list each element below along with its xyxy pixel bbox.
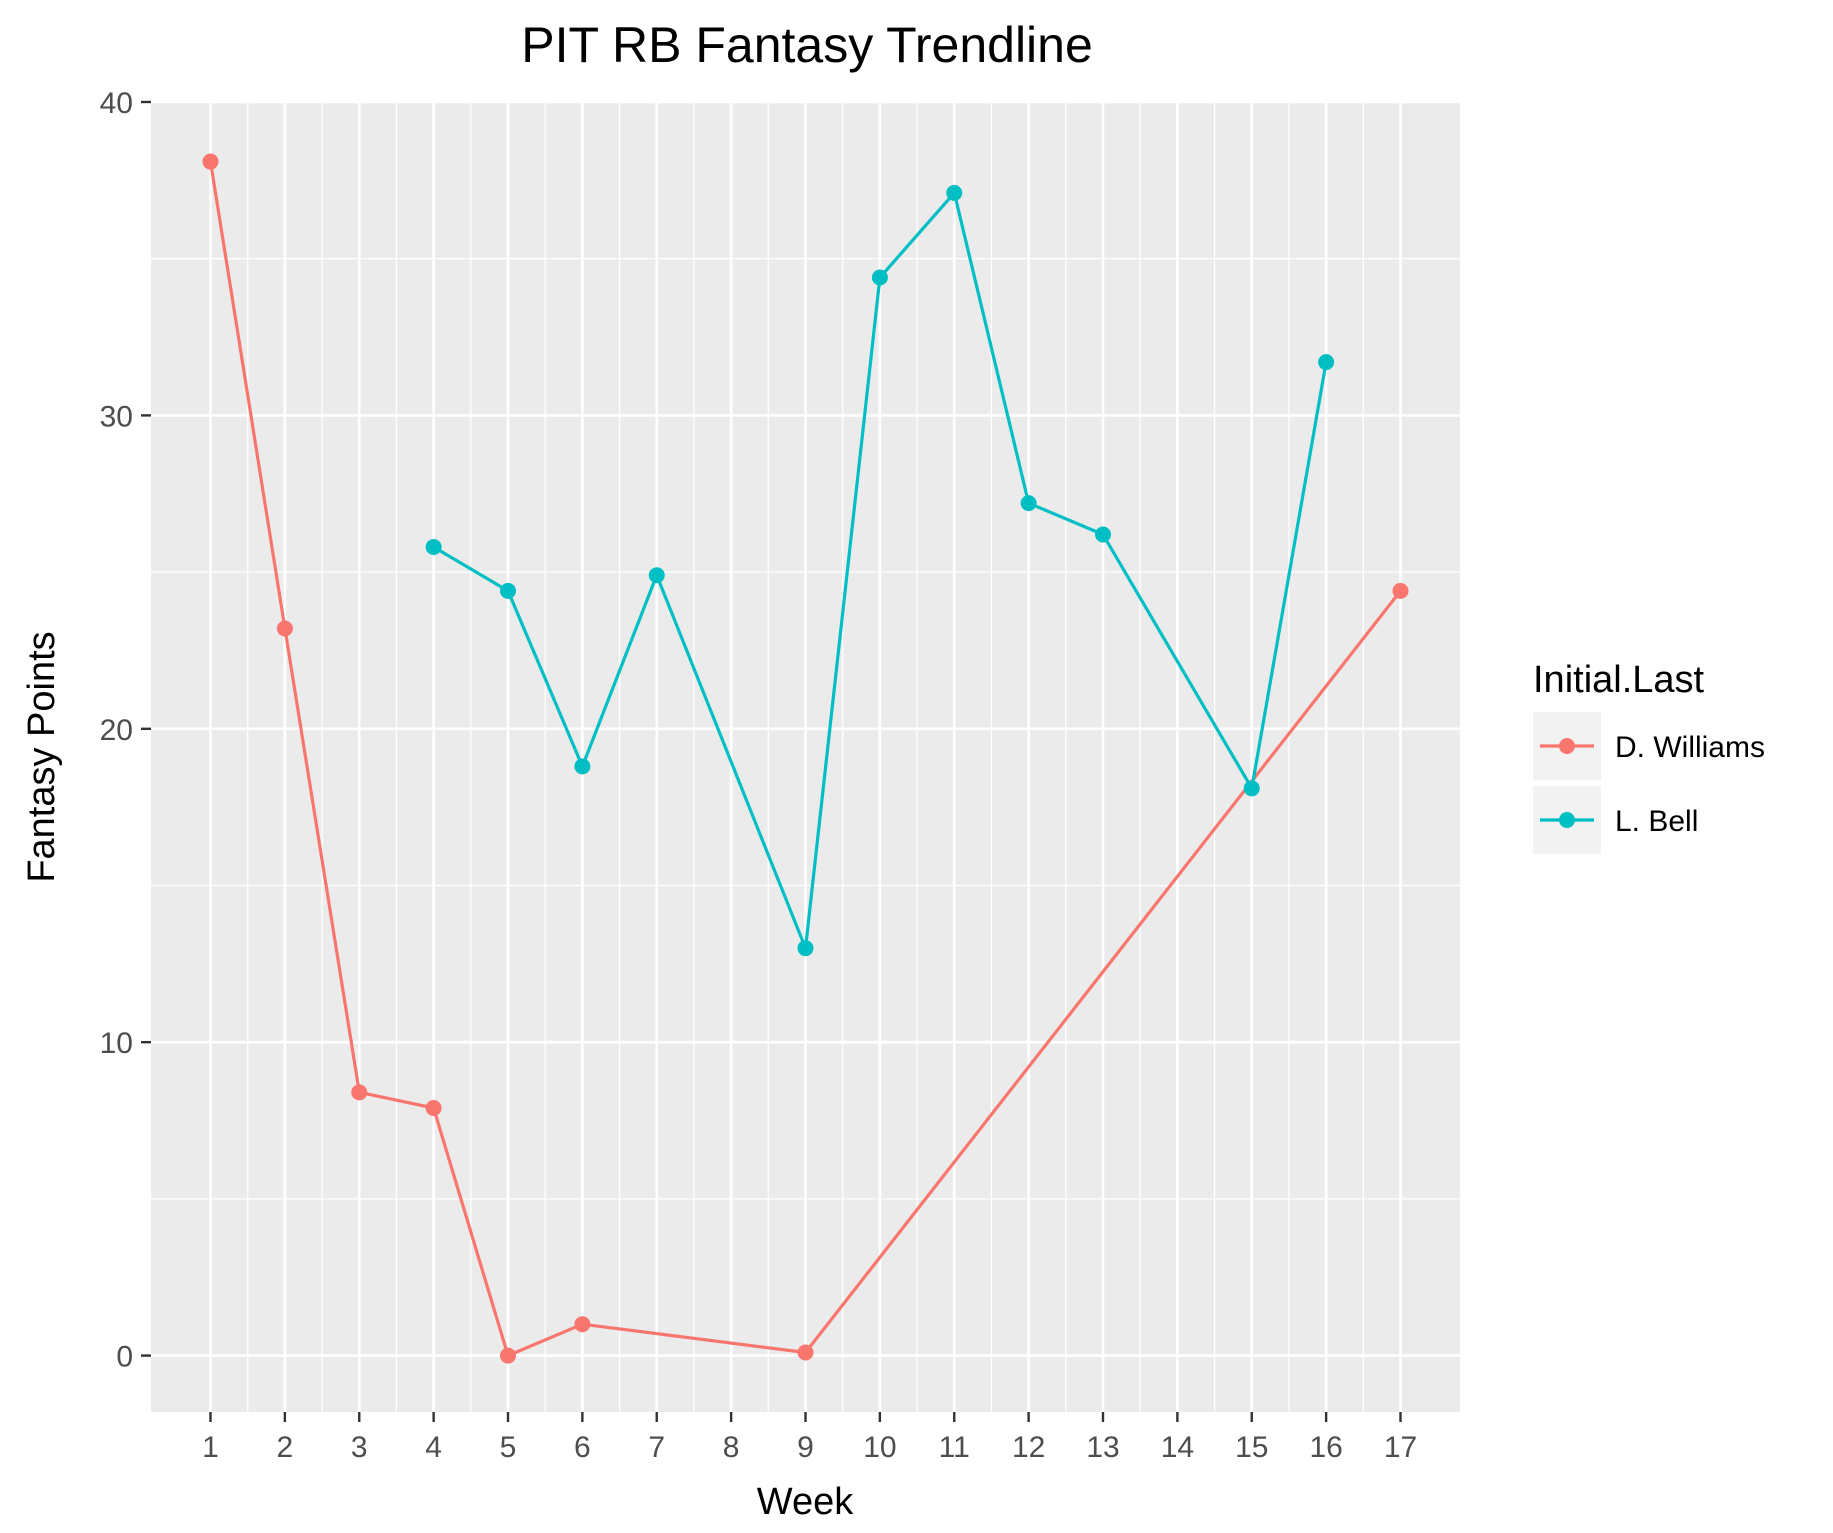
- y-tick-label: 10: [100, 1027, 133, 1060]
- legend-key-point: [1559, 812, 1575, 828]
- data-point-d-williams: [425, 1100, 442, 1117]
- data-point-l-bell: [1318, 354, 1335, 371]
- data-point-l-bell: [871, 269, 888, 286]
- data-point-d-williams: [202, 153, 219, 170]
- x-tick-label: 5: [500, 1431, 517, 1464]
- legend-item-d-williams: D. Williams: [1533, 712, 1765, 780]
- y-tick-label: 0: [116, 1341, 133, 1374]
- x-tick-label: 8: [723, 1431, 740, 1464]
- data-point-d-williams: [276, 620, 293, 637]
- data-point-d-williams: [500, 1347, 516, 1364]
- x-tick-label: 7: [648, 1431, 665, 1464]
- data-point-l-bell: [1020, 495, 1037, 512]
- data-point-d-williams: [574, 1316, 591, 1333]
- data-point-l-bell: [425, 539, 442, 556]
- minor-gridlines: [151, 102, 1460, 1412]
- data-point-d-williams: [351, 1084, 368, 1101]
- x-tick-label: 9: [797, 1431, 814, 1464]
- x-tick-label: 12: [1012, 1431, 1045, 1464]
- x-tick-label: 14: [1161, 1431, 1194, 1464]
- x-tick-label: 16: [1309, 1431, 1342, 1464]
- x-tick-label: 11: [939, 1431, 970, 1464]
- data-point-l-bell: [797, 940, 814, 957]
- x-tick-label: 13: [1086, 1431, 1119, 1464]
- legend: Initial.Last D. Williams L. Bell: [1533, 659, 1765, 854]
- y-tick-label: 20: [100, 714, 133, 747]
- chart-title: PIT RB Fantasy Trendline: [521, 17, 1093, 73]
- series-layer: [202, 153, 1409, 1364]
- y-axis-title: Fantasy Points: [21, 631, 63, 882]
- data-point-d-williams: [797, 1344, 814, 1361]
- y-tick-label: 40: [100, 87, 133, 120]
- series-line-d-williams: [208, 161, 1402, 1358]
- x-axis: 1 2 3 4 5 6 7 8 9 10 11 12 13 14 15 16 17: [202, 1412, 1417, 1464]
- major-gridlines: [151, 100, 1460, 1412]
- data-point-l-bell: [500, 582, 516, 599]
- legend-label: D. Williams: [1615, 731, 1765, 764]
- data-point-l-bell: [574, 758, 591, 775]
- x-tick-label: 17: [1384, 1431, 1417, 1464]
- x-tick-label: 3: [351, 1431, 368, 1464]
- x-axis-title: Week: [757, 1481, 854, 1523]
- data-point-l-bell: [648, 567, 665, 584]
- data-point-l-bell: [1243, 780, 1260, 797]
- legend-item-l-bell: L. Bell: [1533, 786, 1698, 854]
- series-l-bell: [425, 184, 1335, 957]
- data-point-l-bell: [946, 184, 963, 201]
- x-tick-label: 10: [863, 1431, 896, 1464]
- y-tick-label: 30: [100, 400, 133, 433]
- y-axis: 0 10 20 30 40: [100, 87, 151, 1374]
- x-tick-label: 1: [202, 1431, 219, 1464]
- legend-label: L. Bell: [1615, 805, 1698, 838]
- x-tick-label: 15: [1235, 1431, 1268, 1464]
- legend-items: D. Williams L. Bell: [1533, 712, 1765, 854]
- legend-key-point: [1559, 738, 1575, 754]
- x-tick-label: 2: [277, 1431, 294, 1464]
- x-tick-label: 4: [425, 1431, 442, 1464]
- data-point-l-bell: [1095, 526, 1111, 543]
- data-point-d-williams: [1392, 582, 1409, 599]
- legend-title: Initial.Last: [1533, 659, 1705, 701]
- x-tick-label: 6: [574, 1431, 591, 1464]
- series-d-williams: [202, 153, 1409, 1364]
